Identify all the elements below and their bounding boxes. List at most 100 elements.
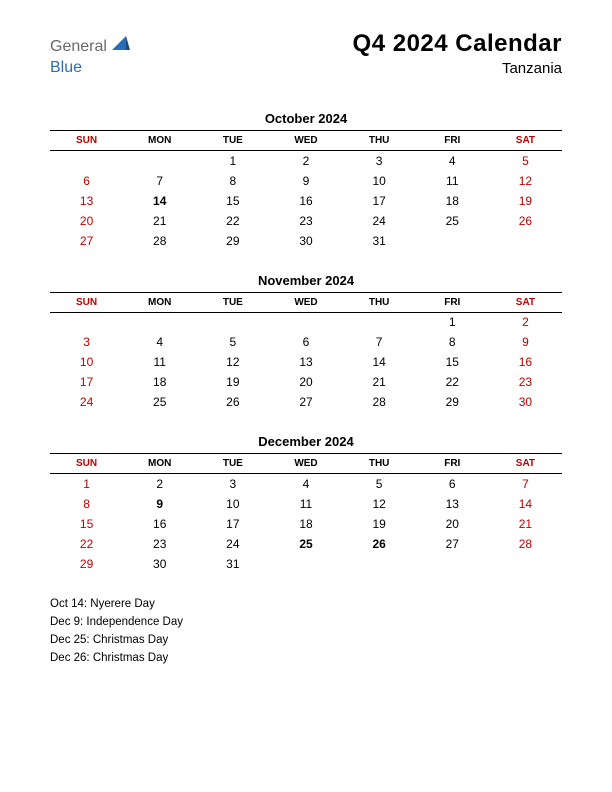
day-cell: 14 bbox=[123, 191, 196, 211]
day-cell: 7 bbox=[489, 474, 562, 494]
logo-word2: Blue bbox=[50, 59, 82, 77]
day-cell: 25 bbox=[269, 534, 342, 554]
page-title: Q4 2024 Calendar bbox=[353, 30, 562, 58]
day-cell: 8 bbox=[50, 494, 123, 514]
day-cell: 16 bbox=[123, 514, 196, 534]
month-block: December 2024SUNMONTUEWEDTHUFRISAT123456… bbox=[50, 434, 562, 574]
day-header: FRI bbox=[416, 454, 489, 474]
day-cell: 12 bbox=[196, 352, 269, 372]
day-cell: 14 bbox=[489, 494, 562, 514]
day-cell: 24 bbox=[50, 392, 123, 412]
empty-cell bbox=[123, 312, 196, 332]
day-cell: 20 bbox=[416, 514, 489, 534]
day-header: TUE bbox=[196, 292, 269, 312]
holiday-list: Oct 14: Nyerere DayDec 9: Independence D… bbox=[50, 596, 562, 668]
day-cell: 26 bbox=[489, 211, 562, 231]
month-title: October 2024 bbox=[50, 111, 562, 126]
month-title: December 2024 bbox=[50, 434, 562, 449]
day-cell: 13 bbox=[269, 352, 342, 372]
month-title: November 2024 bbox=[50, 273, 562, 288]
empty-cell bbox=[50, 312, 123, 332]
title-block: Q4 2024 Calendar Tanzania bbox=[353, 30, 562, 77]
day-header: TUE bbox=[196, 454, 269, 474]
empty-cell bbox=[343, 554, 416, 574]
day-cell: 1 bbox=[196, 151, 269, 171]
logo: General bbox=[50, 36, 132, 57]
day-cell: 6 bbox=[50, 171, 123, 191]
day-cell: 12 bbox=[489, 171, 562, 191]
day-cell: 3 bbox=[50, 332, 123, 352]
calendar-table: SUNMONTUEWEDTHUFRISAT1234567891011121314… bbox=[50, 130, 562, 251]
day-cell: 28 bbox=[489, 534, 562, 554]
day-cell: 29 bbox=[196, 231, 269, 251]
day-header: THU bbox=[343, 454, 416, 474]
day-cell: 9 bbox=[269, 171, 342, 191]
day-cell: 15 bbox=[50, 514, 123, 534]
day-cell: 10 bbox=[343, 171, 416, 191]
day-cell: 18 bbox=[123, 372, 196, 392]
day-cell: 2 bbox=[123, 474, 196, 494]
day-cell: 27 bbox=[269, 392, 342, 412]
holiday-item: Dec 25: Christmas Day bbox=[50, 632, 562, 649]
day-cell: 30 bbox=[489, 392, 562, 412]
day-cell: 8 bbox=[196, 171, 269, 191]
day-cell: 14 bbox=[343, 352, 416, 372]
day-cell: 22 bbox=[416, 372, 489, 392]
day-cell: 10 bbox=[50, 352, 123, 372]
day-cell: 2 bbox=[489, 312, 562, 332]
holiday-item: Oct 14: Nyerere Day bbox=[50, 596, 562, 613]
day-cell: 23 bbox=[123, 534, 196, 554]
day-header: THU bbox=[343, 131, 416, 151]
day-cell: 5 bbox=[343, 474, 416, 494]
day-header: THU bbox=[343, 292, 416, 312]
day-cell: 21 bbox=[343, 372, 416, 392]
day-cell: 7 bbox=[123, 171, 196, 191]
month-block: October 2024SUNMONTUEWEDTHUFRISAT1234567… bbox=[50, 111, 562, 251]
day-cell: 15 bbox=[416, 352, 489, 372]
day-cell: 21 bbox=[489, 514, 562, 534]
day-cell: 17 bbox=[343, 191, 416, 211]
calendar-table: SUNMONTUEWEDTHUFRISAT1234567891011121314… bbox=[50, 453, 562, 574]
day-cell: 13 bbox=[50, 191, 123, 211]
day-cell: 11 bbox=[269, 494, 342, 514]
day-header: MON bbox=[123, 292, 196, 312]
day-cell: 5 bbox=[489, 151, 562, 171]
calendars-container: October 2024SUNMONTUEWEDTHUFRISAT1234567… bbox=[50, 111, 562, 574]
page-subtitle: Tanzania bbox=[353, 60, 562, 77]
day-cell: 4 bbox=[123, 332, 196, 352]
day-cell: 11 bbox=[416, 171, 489, 191]
day-cell: 20 bbox=[50, 211, 123, 231]
empty-cell bbox=[416, 554, 489, 574]
empty-cell bbox=[196, 312, 269, 332]
day-header: WED bbox=[269, 292, 342, 312]
day-cell: 11 bbox=[123, 352, 196, 372]
day-cell: 9 bbox=[489, 332, 562, 352]
day-cell: 7 bbox=[343, 332, 416, 352]
day-header: MON bbox=[123, 454, 196, 474]
day-header: WED bbox=[269, 131, 342, 151]
day-cell: 26 bbox=[196, 392, 269, 412]
holiday-item: Dec 26: Christmas Day bbox=[50, 650, 562, 667]
day-cell: 18 bbox=[269, 514, 342, 534]
day-cell: 21 bbox=[123, 211, 196, 231]
day-cell: 9 bbox=[123, 494, 196, 514]
day-cell: 16 bbox=[489, 352, 562, 372]
day-cell: 22 bbox=[50, 534, 123, 554]
day-cell: 2 bbox=[269, 151, 342, 171]
day-header: FRI bbox=[416, 131, 489, 151]
day-cell: 30 bbox=[269, 231, 342, 251]
day-cell: 17 bbox=[50, 372, 123, 392]
day-cell: 20 bbox=[269, 372, 342, 392]
day-cell: 23 bbox=[269, 211, 342, 231]
empty-cell bbox=[416, 231, 489, 251]
empty-cell bbox=[489, 554, 562, 574]
empty-cell bbox=[489, 231, 562, 251]
empty-cell bbox=[123, 151, 196, 171]
day-header: WED bbox=[269, 454, 342, 474]
day-cell: 19 bbox=[196, 372, 269, 392]
day-cell: 29 bbox=[416, 392, 489, 412]
month-block: November 2024SUNMONTUEWEDTHUFRISAT123456… bbox=[50, 273, 562, 413]
day-cell: 17 bbox=[196, 514, 269, 534]
day-cell: 6 bbox=[416, 474, 489, 494]
day-cell: 27 bbox=[50, 231, 123, 251]
